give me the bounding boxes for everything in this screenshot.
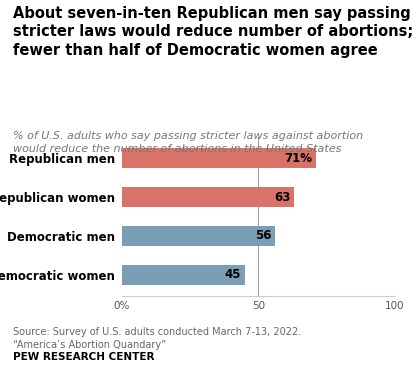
Bar — [122, 187, 294, 207]
Text: 63: 63 — [274, 191, 291, 204]
Bar — [122, 148, 316, 168]
Bar — [122, 226, 275, 246]
Bar — [122, 265, 244, 285]
Text: 71%: 71% — [284, 152, 312, 165]
Text: PEW RESEARCH CENTER: PEW RESEARCH CENTER — [13, 352, 154, 362]
Text: About seven-in-ten Republican men say passing
stricter laws would reduce number : About seven-in-ten Republican men say pa… — [13, 6, 413, 58]
Text: Source: Survey of U.S. adults conducted March 7-13, 2022.
“America’s Abortion Qu: Source: Survey of U.S. adults conducted … — [13, 327, 301, 350]
Text: % of U.S. adults who say passing stricter laws against abortion
would reduce the: % of U.S. adults who say passing stricte… — [13, 131, 363, 154]
Text: 45: 45 — [225, 268, 242, 281]
Text: 56: 56 — [255, 229, 271, 242]
